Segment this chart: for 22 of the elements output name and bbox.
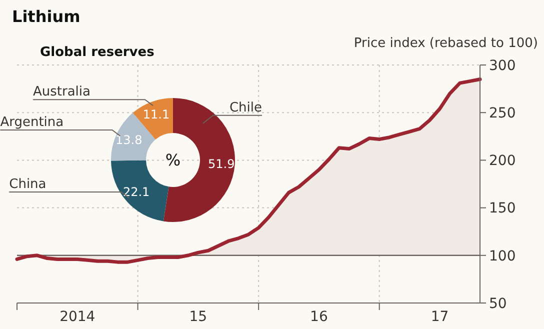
x-tick-label: 16 — [310, 309, 328, 325]
chart-title: Global reserves — [40, 45, 155, 60]
y-tick-label: 100 — [489, 248, 516, 264]
y-tick-label: 200 — [489, 153, 516, 170]
y-tick-label: 300 — [489, 58, 516, 74]
y-tick-label: 150 — [489, 200, 516, 217]
chart-title: Lithium — [12, 7, 80, 26]
data-label: 22.1 — [122, 184, 150, 199]
y-tick-label: 50 — [489, 296, 507, 312]
x-tick-label: 17 — [430, 309, 449, 325]
slice-label: Argentina — [0, 114, 64, 130]
slice-label: Chile — [229, 100, 262, 116]
x-tick-label: 2014 — [60, 309, 96, 325]
data-label: 11.1 — [142, 108, 170, 122]
slice-label: China — [9, 176, 46, 192]
y-tick-label: 250 — [489, 106, 516, 122]
annotation: % — [165, 150, 181, 170]
data-label: 13.8 — [116, 133, 142, 148]
data-label: 51.9 — [208, 156, 235, 171]
x-tick-label: 15 — [189, 309, 208, 325]
y-axis-title: Price index (rebased to 100) — [354, 36, 538, 51]
slice-label: Australia — [32, 84, 90, 100]
